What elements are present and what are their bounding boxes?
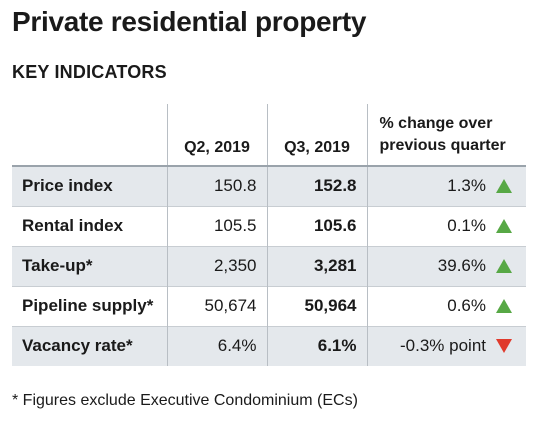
row-change: 0.6% xyxy=(366,285,526,326)
row-change: 39.6% xyxy=(366,245,526,286)
triangle-up-icon xyxy=(496,259,512,273)
header-change-line2: previous quarter xyxy=(379,137,506,154)
row-q3-value: 105.6 xyxy=(266,205,367,246)
row-label: Rental index xyxy=(12,205,167,246)
row-q3-value: 3,281 xyxy=(266,245,367,286)
row-label: Vacancy rate* xyxy=(12,325,167,366)
header-label xyxy=(12,104,167,167)
row-change-value: 0.1% xyxy=(447,216,486,235)
row-change-value: 0.6% xyxy=(447,296,486,315)
triangle-down-icon xyxy=(496,339,512,354)
row-change: 1.3% xyxy=(366,166,526,206)
table-row: Pipeline supply* 50,674 50,964 0.6% xyxy=(12,285,526,326)
row-change: 0.1% xyxy=(366,205,526,246)
row-q2-value: 2,350 xyxy=(166,245,267,286)
header-percent-change: % change over previous quarter xyxy=(366,104,526,167)
table-row: Price index 150.8 152.8 1.3% xyxy=(12,166,526,206)
row-change: -0.3% point xyxy=(366,325,526,366)
row-q3-value: 6.1% xyxy=(266,325,367,366)
row-change-value: 39.6% xyxy=(437,256,486,275)
row-label: Pipeline supply* xyxy=(12,285,167,326)
row-q2-value: 6.4% xyxy=(166,325,267,366)
row-change-value: -0.3% point xyxy=(400,336,486,356)
section-heading: KEY INDICATORS xyxy=(12,62,167,82)
row-q3-value: 50,964 xyxy=(266,285,367,326)
row-q3-value: 152.8 xyxy=(266,166,367,206)
table-row: Vacancy rate* 6.4% 6.1% -0.3% point xyxy=(12,325,526,366)
table-row: Take-up* 2,350 3,281 39.6% xyxy=(12,245,526,286)
table-header-row: Q2, 2019 Q3, 2019 % change over previous… xyxy=(12,104,526,167)
row-q2-value: 50,674 xyxy=(166,285,267,326)
header-q3-2019: Q3, 2019 xyxy=(266,104,367,167)
row-label: Price index xyxy=(12,166,167,206)
triangle-up-icon xyxy=(496,299,512,313)
triangle-up-icon xyxy=(496,219,512,233)
row-q2-value: 150.8 xyxy=(166,166,267,206)
row-change-value: 1.3% xyxy=(447,176,486,196)
triangle-up-icon xyxy=(496,179,512,194)
table-row: Rental index 105.5 105.6 0.1% xyxy=(12,205,526,246)
row-label: Take-up* xyxy=(12,245,167,286)
header-q2-2019: Q2, 2019 xyxy=(166,104,267,167)
header-change-line1: % change over xyxy=(379,115,493,132)
page-title: Private residential property xyxy=(12,6,367,37)
row-q2-value: 105.5 xyxy=(166,205,267,246)
key-indicators-table: Q2, 2019 Q3, 2019 % change over previous… xyxy=(12,104,526,366)
footnote: * Figures exclude Executive Condominium … xyxy=(12,392,358,409)
